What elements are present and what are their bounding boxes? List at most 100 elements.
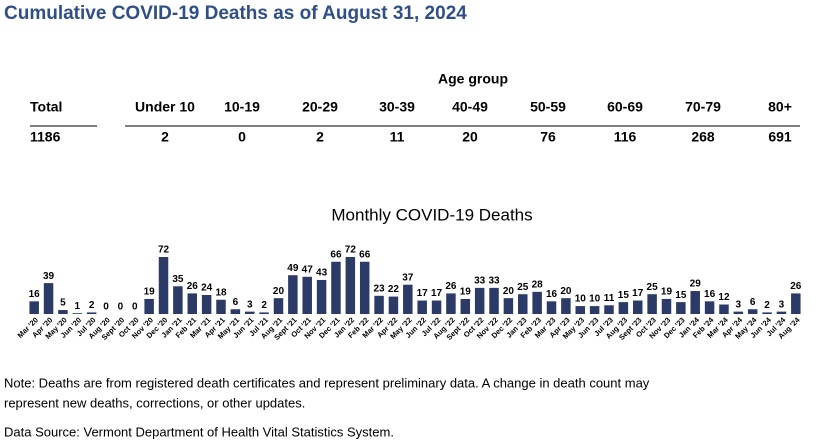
bar	[776, 311, 787, 314]
column-header: 40-49	[452, 99, 488, 115]
value-label: 1	[75, 301, 81, 312]
value-label: 19	[144, 287, 156, 298]
bar	[647, 294, 657, 314]
value-label: 12	[718, 292, 730, 303]
table-cell: 2	[161, 129, 169, 145]
value-label: 33	[488, 276, 500, 287]
value-label: 6	[233, 297, 239, 308]
bar	[632, 300, 643, 314]
bar	[388, 296, 399, 314]
table-cell: 76	[540, 129, 556, 145]
value-label: 16	[704, 289, 716, 300]
column-header: 30-39	[379, 99, 415, 115]
bar	[403, 284, 413, 314]
value-label: 25	[517, 282, 529, 293]
value-label: 72	[158, 245, 170, 256]
bar	[29, 301, 39, 314]
column-header: 80+	[768, 99, 792, 115]
bar	[446, 293, 456, 314]
chart-title: Monthly COVID-19 Deaths	[331, 205, 532, 224]
value-label: 2	[261, 300, 267, 311]
value-label: 19	[460, 287, 472, 298]
value-label: 22	[388, 284, 400, 295]
bar	[474, 287, 485, 314]
value-label: 33	[474, 276, 486, 287]
value-label: 24	[201, 283, 213, 294]
bar	[489, 287, 499, 314]
bar	[532, 291, 542, 314]
bar	[719, 304, 729, 314]
value-label: 35	[172, 274, 184, 285]
bar	[259, 312, 269, 314]
value-label: 23	[374, 283, 386, 294]
value-label: 28	[532, 279, 544, 290]
column-header: 50-59	[530, 99, 566, 115]
table-cell: 11	[390, 129, 405, 145]
note: Data Source: Vermont Department of Healt…	[4, 424, 394, 439]
value-label: 17	[632, 288, 644, 299]
value-label: 16	[546, 289, 558, 300]
column-header: 70-79	[685, 99, 721, 115]
value-label: 17	[431, 288, 443, 299]
bar	[144, 298, 154, 314]
value-label: 26	[187, 281, 199, 292]
value-label: 49	[287, 263, 299, 274]
table-cell: 691	[768, 129, 792, 145]
table-cell: 116	[614, 129, 637, 145]
bar	[86, 312, 97, 314]
bar	[316, 279, 327, 314]
value-label: 3	[779, 299, 785, 310]
bar	[58, 310, 68, 314]
bar	[503, 298, 514, 314]
value-label: 11	[604, 293, 615, 304]
bar	[618, 302, 629, 314]
bar	[604, 305, 614, 314]
value-label: 20	[560, 286, 572, 297]
bar	[331, 261, 341, 314]
value-label: 0	[118, 302, 124, 313]
value-label: 10	[575, 294, 587, 305]
bar	[359, 261, 370, 314]
value-label: 15	[675, 290, 687, 301]
value-label: 0	[132, 302, 138, 313]
bar	[575, 306, 586, 314]
table-cell: 268	[691, 129, 715, 145]
column-header: 20-29	[302, 99, 338, 115]
table-cell: 20	[462, 129, 478, 145]
column-header: Total	[30, 99, 62, 115]
column-header: 10-19	[224, 99, 260, 115]
bar	[43, 283, 54, 314]
value-label: 16	[29, 289, 41, 300]
bar	[762, 312, 772, 314]
column-header: 60-69	[607, 99, 643, 115]
bar	[661, 298, 672, 314]
bar	[273, 298, 284, 314]
value-label: 3	[247, 299, 253, 310]
bar	[158, 257, 169, 314]
bar	[187, 293, 198, 314]
value-label: 47	[302, 264, 314, 275]
value-label: 37	[402, 272, 414, 283]
value-label: 20	[503, 286, 515, 297]
bar	[546, 301, 557, 314]
bar	[733, 311, 744, 314]
bar	[374, 295, 384, 314]
group-label: Age group	[438, 71, 508, 87]
value-label: 18	[215, 287, 227, 298]
value-label: 10	[589, 294, 601, 305]
value-label: 25	[647, 282, 659, 293]
value-label: 5	[60, 298, 66, 309]
bar	[288, 275, 298, 314]
table-cell: 0	[238, 129, 246, 145]
value-label: 19	[661, 287, 673, 298]
bar	[244, 311, 255, 314]
value-label: 2	[764, 300, 770, 311]
bar	[302, 276, 312, 314]
bar	[747, 309, 758, 314]
note: Note: Deaths are from registered death c…	[4, 375, 650, 390]
bar	[216, 299, 226, 314]
value-label: 17	[417, 288, 429, 299]
value-label: 0	[103, 302, 109, 313]
value-label: 26	[445, 281, 457, 292]
page-title: Cumulative COVID-19 Deaths as of August …	[4, 3, 467, 24]
